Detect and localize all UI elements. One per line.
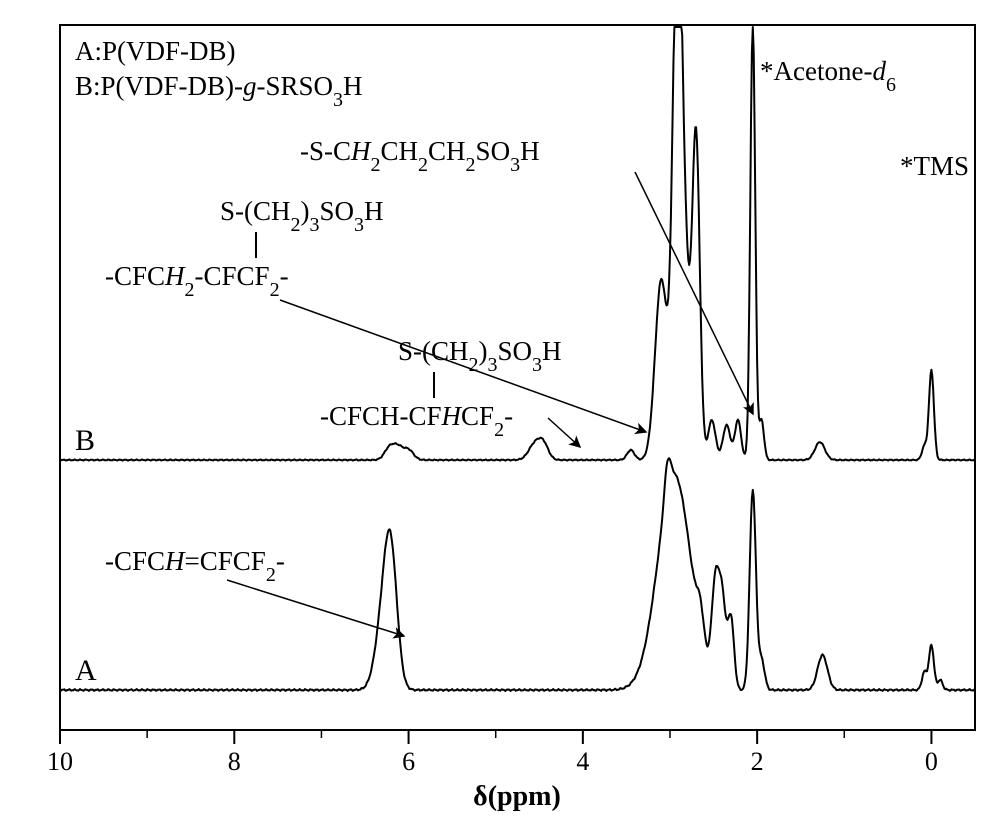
svg-text:10: 10 [47,747,73,776]
annotation-backbone-cfh: -CFCH-CFHCF2- [320,401,513,441]
plot-frame [60,25,975,730]
nmr-chart: 10 8 6 4 2 0 δ(ppm) A B A:P(VDF-DB) B:P(VDF-D… [0,0,1000,817]
legend-b: B:P(VDF-DB)-g-SRSO3H [75,71,363,111]
annotation-double-bond: -CFCH=CFCF2- [105,546,285,586]
acetone-label: *Acetone-d6 [760,56,896,96]
legend-a: A:P(VDF-DB) [75,36,236,66]
arrow-to-backbone-cfh-peak [548,418,580,447]
svg-text:8: 8 [228,747,241,776]
svg-text:4: 4 [576,747,589,776]
annotation-backbone-ch2: -CFCH2-CFCF2- [105,261,289,301]
x-axis-ticks [60,730,931,744]
annotation-grafted-cfh: S-(CH2)3SO3H [398,336,562,376]
svg-text:6: 6 [402,747,415,776]
trace-label-a: A [75,654,97,687]
annotation-grafted-ch2: S-(CH2)3SO3H [220,196,384,236]
x-axis-label: δ(ppm) [473,781,561,812]
svg-text:2: 2 [751,747,764,776]
tms-label: *TMS [900,151,969,181]
svg-text:0: 0 [925,747,938,776]
arrow-to-double-bond-peak [227,580,404,636]
trace-label-b: B [75,424,95,457]
x-axis-tick-labels: 10 8 6 4 2 0 [47,747,938,776]
annotation-sch2: -S-CH2CH2CH2SO3H [300,136,540,176]
